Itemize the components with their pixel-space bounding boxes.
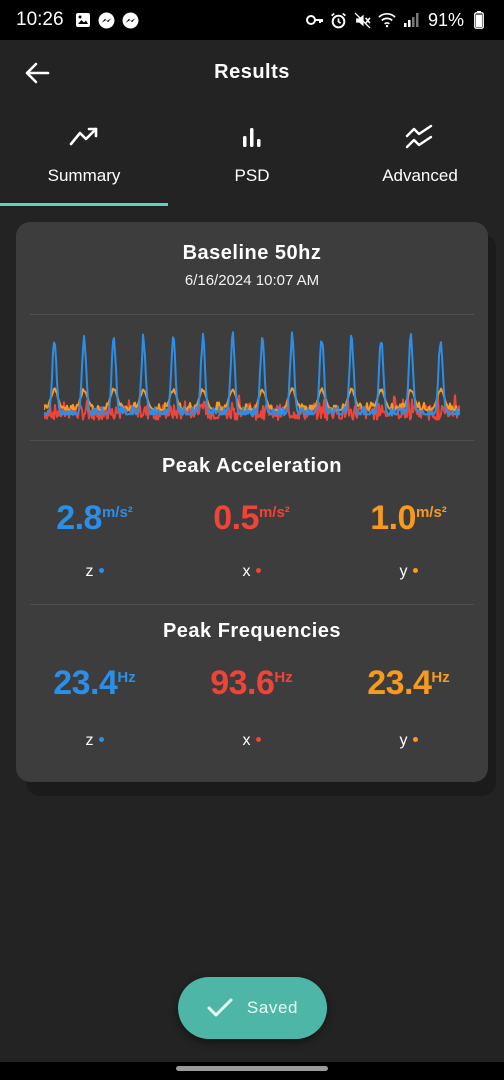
z-dot-icon (98, 737, 104, 742)
gallery-icon (74, 11, 92, 29)
peak-frequencies-title: Peak Frequencies (162, 620, 342, 642)
accel-z-value: 2.8 (56, 499, 102, 537)
back-button[interactable] (20, 56, 54, 90)
peak-frequencies-values: 23.4Hz 93.6Hz 23.4Hz (16, 664, 488, 712)
axis-label: z (85, 732, 94, 749)
accel-x-value: 0.5 (213, 499, 259, 537)
freq-z-unit: Hz (117, 669, 136, 686)
accel-x-unit: m/s² (258, 504, 290, 521)
key-icon (305, 11, 324, 29)
z-dot-icon (98, 568, 104, 573)
bar-chart-icon (237, 122, 267, 152)
saved-label: Saved (246, 998, 299, 1017)
tab-bar: Summary PSD Advanced (0, 112, 504, 206)
trend-icon (69, 122, 99, 152)
accel-z-axis: z (16, 563, 173, 581)
accel-z-metric: 2.8m/s² (16, 499, 173, 538)
freq-y-metric: 23.4Hz (330, 664, 487, 703)
peak-acceleration-axes: z x y (16, 563, 488, 587)
tab-advanced-label: Advanced (382, 166, 458, 185)
saved-button[interactable]: Saved (178, 977, 327, 1039)
mute-icon (354, 11, 372, 29)
recording-title: Baseline 50hz (182, 242, 322, 264)
home-handle[interactable] (176, 1066, 328, 1071)
peak-acceleration-title: Peak Acceleration (161, 455, 343, 477)
waveform-chart (44, 331, 460, 421)
check-icon (207, 998, 233, 1017)
status-bar: 10:26 (0, 0, 504, 40)
peak-acceleration-values: 2.8m/s² 0.5m/s² 1.0m/s² (16, 499, 488, 547)
freq-x-unit: Hz (274, 669, 293, 686)
y-dot-icon (412, 737, 418, 742)
freq-y-axis: y (330, 732, 487, 750)
tab-summary-label: Summary (47, 166, 121, 185)
tab-advanced[interactable]: Advanced (336, 112, 504, 206)
freq-y-unit: Hz (431, 669, 450, 686)
tab-psd[interactable]: PSD (168, 112, 336, 206)
wifi-icon (378, 11, 396, 29)
battery-icon (470, 11, 488, 29)
freq-z-value: 23.4 (53, 664, 118, 702)
freq-y-value: 23.4 (367, 664, 432, 702)
peak-frequencies-axes: z x y (16, 732, 488, 756)
accel-y-metric: 1.0m/s² (330, 499, 487, 538)
accel-x-axis: x (173, 563, 330, 581)
double-trend-icon (405, 122, 435, 152)
accel-x-metric: 0.5m/s² (173, 499, 330, 538)
tab-summary[interactable]: Summary (0, 112, 168, 206)
accel-z-unit: m/s² (101, 504, 133, 521)
axis-label: x (242, 732, 251, 749)
series-line-0 (44, 331, 460, 416)
accel-y-axis: y (330, 563, 487, 581)
y-dot-icon (412, 568, 418, 573)
messenger-icon (98, 11, 116, 29)
x-dot-icon (255, 568, 261, 573)
axis-label: y (399, 732, 408, 749)
alarm-icon (330, 11, 348, 29)
result-card[interactable]: Baseline 50hz 6/16/2024 10:07 AM Peak Ac… (16, 222, 488, 782)
system-nav-bar (0, 1062, 504, 1080)
divider (30, 604, 474, 605)
signal-icon (402, 11, 420, 29)
freq-x-axis: x (173, 732, 330, 750)
arrow-left-icon (25, 62, 50, 84)
freq-z-metric: 23.4Hz (16, 664, 173, 703)
divider (30, 314, 474, 315)
freq-z-axis: z (16, 732, 173, 750)
axis-label: x (242, 563, 251, 580)
axis-label: z (85, 563, 94, 580)
axis-label: y (399, 563, 408, 580)
status-time: 10:26 (16, 9, 64, 30)
freq-x-value: 93.6 (210, 664, 275, 702)
page-title: Results (214, 60, 290, 83)
accel-y-unit: m/s² (415, 504, 447, 521)
messenger-icon (122, 11, 140, 29)
accel-y-value: 1.0 (370, 499, 416, 537)
tab-psd-label: PSD (234, 166, 270, 185)
app-header: Results (0, 40, 504, 104)
series-line-1 (44, 387, 460, 411)
freq-x-metric: 93.6Hz (173, 664, 330, 703)
battery-percent: 91% (427, 9, 464, 30)
x-dot-icon (255, 737, 261, 742)
recording-date: 6/16/2024 10:07 AM (184, 272, 320, 289)
divider (30, 440, 474, 441)
